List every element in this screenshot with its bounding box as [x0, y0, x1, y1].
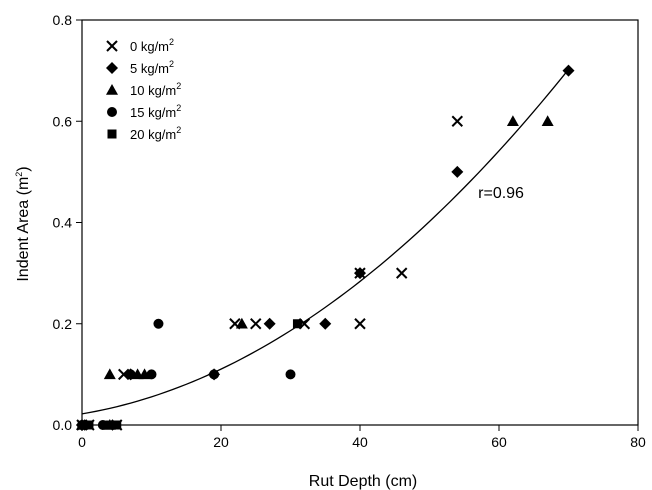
data-point-diamond [562, 64, 575, 77]
fit-curve [81, 69, 570, 415]
legend: 0 kg/m2 5 kg/m2 10 kg/m2 15 kg/m2 20 kg/m2 [106, 37, 181, 142]
x-tick-label: 60 [491, 434, 507, 450]
y-axis-title-sup: 2 [14, 172, 24, 177]
legend-marker-circle [107, 107, 117, 117]
marker-stroke [354, 318, 366, 330]
y-tick-label: 0.8 [53, 12, 73, 28]
legend-marker-square [107, 129, 117, 139]
x-tick-label: 20 [213, 434, 229, 450]
marker-stroke [395, 267, 408, 279]
legend-marker-triangle [106, 84, 118, 95]
legend-label: 0 kg/m2 [130, 37, 174, 54]
data-point-diamond [319, 317, 332, 330]
legend-marker-diamond [106, 62, 118, 74]
data-point-square [84, 420, 94, 430]
correlation-annotation: r=0.96 [478, 185, 524, 202]
x-axis-title: Rut Depth (cm) [309, 473, 417, 490]
y-tick-label: 0.2 [53, 316, 73, 332]
legend-label: 20 kg/m2 [130, 125, 181, 142]
marker-stroke [106, 40, 118, 52]
data-point-triangle [235, 317, 248, 329]
data-point-x [250, 318, 262, 330]
y-tick-label: 0.0 [53, 417, 73, 433]
data-point-circle [153, 318, 164, 329]
marker-stroke [451, 115, 464, 127]
legend-label: 15 kg/m2 [130, 103, 181, 120]
data-point-circle [125, 369, 136, 380]
y-axis-title-main: Indent Area (m [15, 177, 32, 282]
y-tick-label: 0.4 [53, 215, 73, 231]
x-tick-label: 40 [352, 434, 368, 450]
data-point-triangle [541, 115, 554, 127]
y-axis-title: Indent Area (m2) [14, 166, 32, 281]
x-tick-label: 80 [630, 434, 646, 450]
y-axis-title-close: ) [15, 166, 32, 171]
data-point-circle [146, 369, 157, 380]
legend-marker-x [106, 40, 118, 52]
data-point-triangle [506, 115, 519, 127]
data-point-square [292, 319, 302, 329]
data-point-x [451, 115, 464, 127]
data-point-circle [209, 369, 220, 380]
data-point-triangle [103, 368, 116, 380]
legend-label: 5 kg/m2 [130, 59, 174, 76]
data-point-diamond [451, 165, 464, 178]
legend-label: 10 kg/m2 [130, 81, 181, 98]
marker-stroke [250, 318, 262, 330]
y-tick-label: 0.6 [53, 113, 73, 129]
data-point-square [112, 420, 122, 430]
plot-area: 0 20 40 60 80 0.0 0.2 0.4 0.6 0.8 r=0.96 [53, 12, 646, 450]
data-point-circle [285, 369, 296, 380]
data-point-square [105, 420, 115, 430]
marker-stroke [229, 318, 241, 330]
data-point-diamond [263, 317, 276, 330]
data-point-x [395, 267, 408, 279]
plot-frame [81, 19, 639, 426]
data-point-diamond [354, 267, 366, 280]
data-point-x [354, 318, 366, 330]
x-tick-label: 0 [78, 434, 86, 450]
